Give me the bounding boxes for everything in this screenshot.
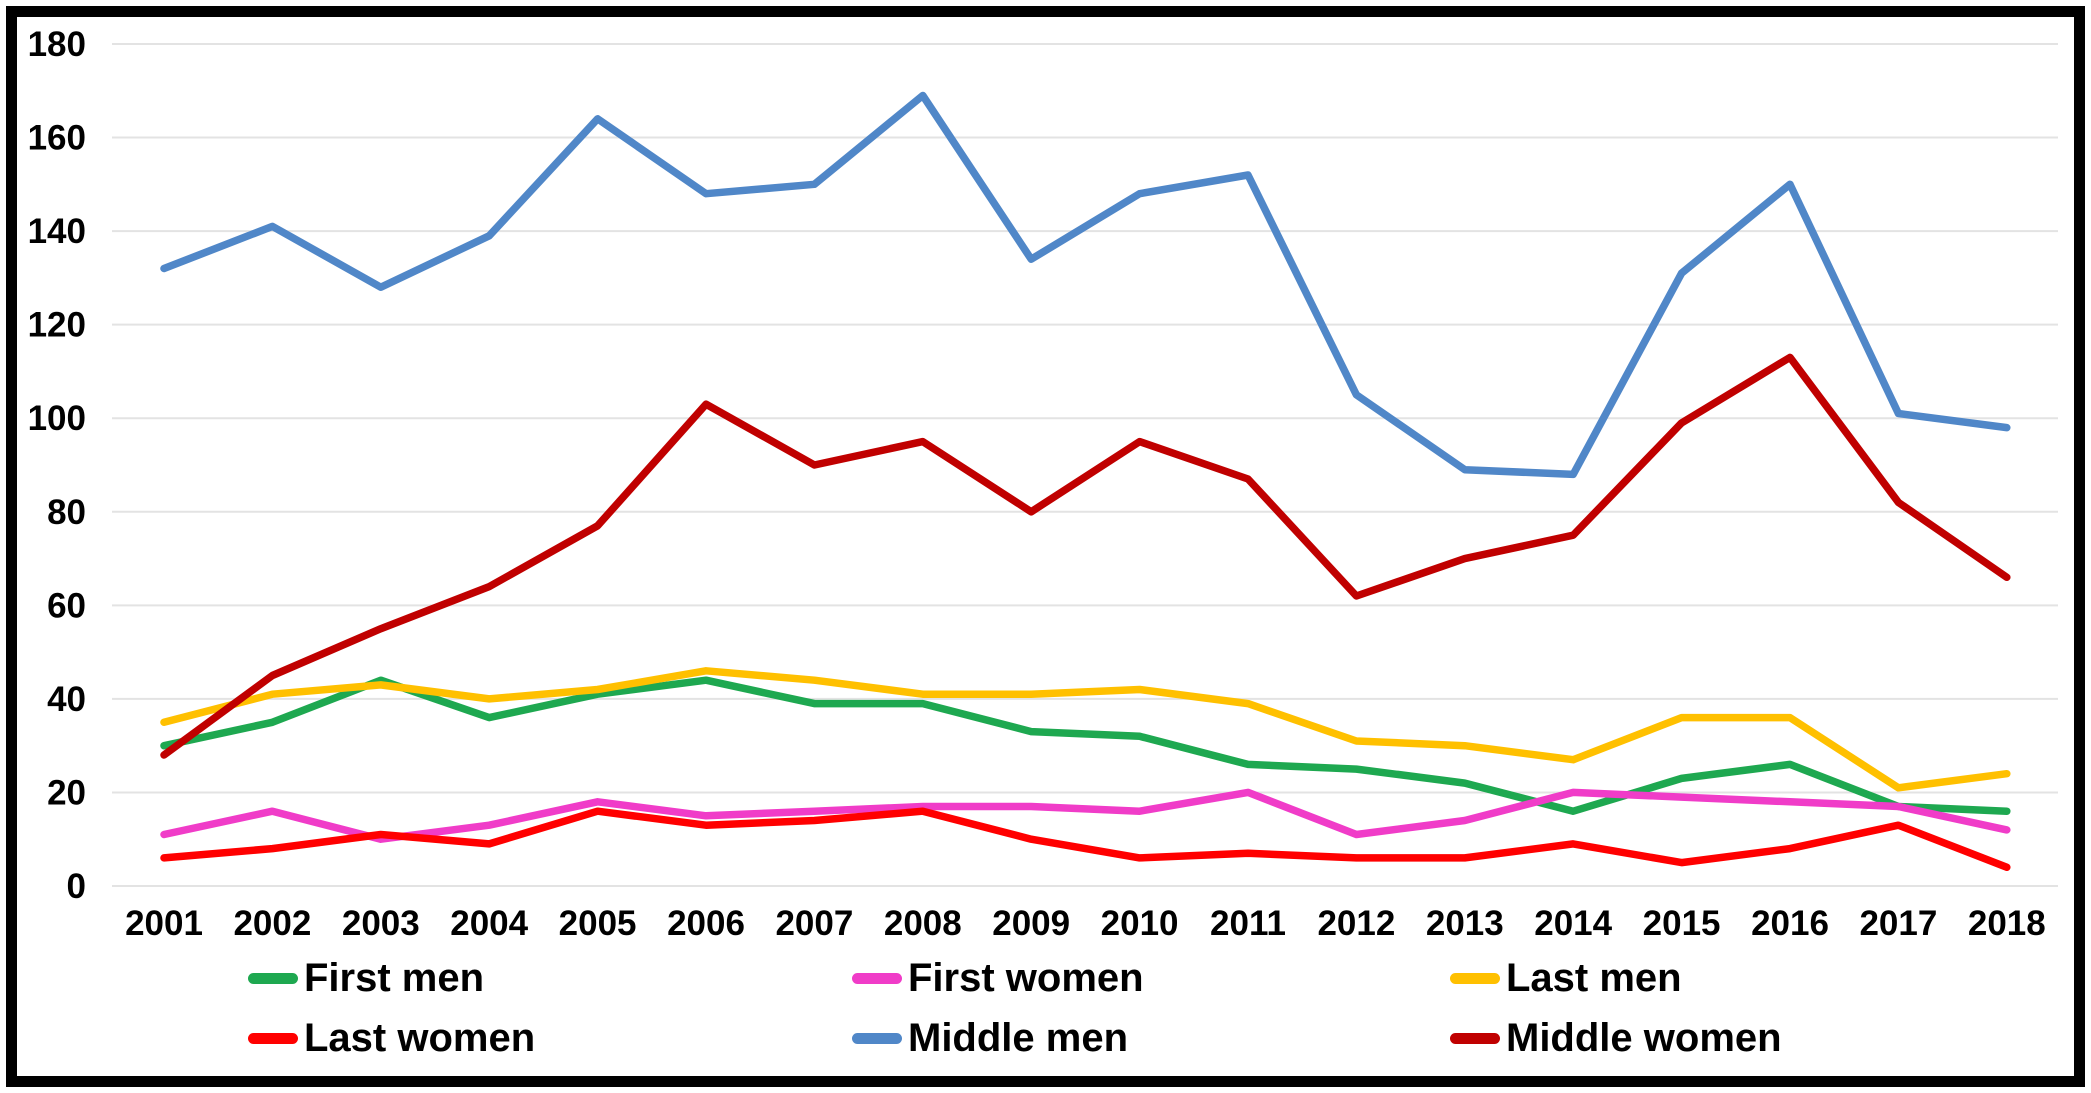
legend-item-last-women: Last women (248, 1014, 535, 1062)
x-axis-tick-label: 2008 (884, 904, 962, 943)
x-axis-tick-label: 2014 (1534, 904, 1612, 943)
series-line-last-men (160, 667, 2011, 792)
y-axis-tick-label: 160 (28, 119, 86, 158)
x-axis-tick-label: 2012 (1317, 904, 1395, 943)
y-axis-tick-label: 100 (28, 399, 86, 438)
x-axis-tick-label: 2006 (667, 904, 745, 943)
series-line-middle-women (160, 353, 2011, 759)
legend-label-first-men: First men (304, 955, 485, 1000)
series-line-first-women (160, 788, 2011, 843)
legend-swatch-first-men (248, 972, 298, 984)
y-axis-tick-label: 120 (28, 306, 86, 345)
legend-swatch-first-women (852, 972, 902, 984)
legend-swatch-last-women (248, 1032, 298, 1044)
x-axis-tick-label: 2017 (1859, 904, 1937, 943)
series-lines-group (160, 91, 2011, 872)
x-axis-tick-label: 2003 (342, 904, 420, 943)
y-axis-tick-label: 140 (28, 212, 86, 251)
x-axis-tick-label: 2001 (125, 904, 203, 943)
legend-swatch-middle-women (1450, 1032, 1500, 1044)
series-line-last-women (160, 807, 2011, 872)
y-axis-tick-labels: 0 20 40 60 80 100 120 140 160 180 (28, 25, 86, 906)
legend-label-middle-men: Middle men (908, 1015, 1129, 1060)
y-axis-tick-label: 20 (47, 773, 86, 812)
x-axis-tick-labels: 2001 2002 2003 2004 2005 2006 2007 2008 2009 2010… (125, 904, 2046, 943)
legend-label-first-women: First women (908, 955, 1144, 1000)
y-axis-tick-label: 180 (28, 25, 86, 64)
series-line-middle-men (160, 91, 2011, 479)
x-axis-tick-label: 2004 (450, 904, 528, 943)
series-line-first-men (160, 676, 2011, 815)
x-axis-tick-label: 2010 (1101, 904, 1179, 943)
legend-item-middle-women: Middle women (1450, 1014, 1782, 1062)
y-axis-tick-label: 0 (67, 867, 86, 906)
x-axis-tick-label: 2009 (992, 904, 1070, 943)
x-axis-tick-label: 2002 (233, 904, 311, 943)
x-axis-tick-label: 2015 (1643, 904, 1721, 943)
legend-swatch-middle-men (852, 1032, 902, 1044)
legend-label-last-men: Last men (1506, 955, 1682, 1000)
y-axis-tick-label: 40 (47, 680, 86, 719)
legend-item-last-men: Last men (1450, 954, 1682, 1002)
legend-swatch-last-men (1450, 972, 1500, 984)
legend-item-first-men: First men (248, 954, 484, 1002)
x-axis-tick-label: 2016 (1751, 904, 1829, 943)
x-axis-tick-label: 2011 (1210, 904, 1286, 943)
legend-label-middle-women: Middle women (1506, 1015, 1782, 1060)
x-axis-tick-label: 2005 (559, 904, 637, 943)
y-axis-tick-label: 60 (47, 586, 86, 625)
x-axis-tick-label: 2007 (775, 904, 853, 943)
y-axis-tick-label: 80 (47, 493, 86, 532)
x-axis-tick-label: 2018 (1968, 904, 2046, 943)
legend-item-first-women: First women (852, 954, 1144, 1002)
legend-item-middle-men: Middle men (852, 1014, 1128, 1062)
x-axis-tick-label: 2013 (1426, 904, 1504, 943)
legend-label-last-women: Last women (304, 1015, 536, 1060)
